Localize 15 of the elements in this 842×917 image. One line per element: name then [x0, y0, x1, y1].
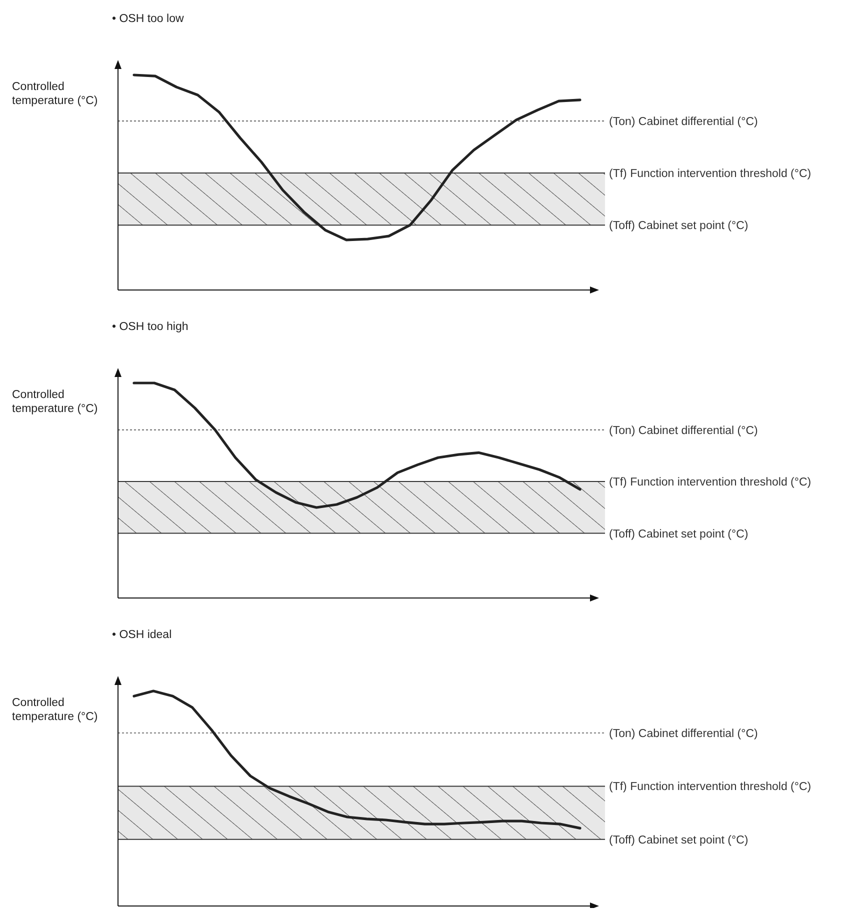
chart-title: • OSH ideal	[112, 629, 172, 641]
ref-line-label: (Toff) Cabinet set point (°C)	[609, 834, 748, 846]
y-axis-title: Controlled temperature (°C)	[12, 697, 98, 723]
ref-line-label: (Tf) Function intervention threshold (°C)	[609, 168, 812, 180]
y-axis-title: Controlled temperature (°C)	[12, 81, 98, 107]
ref-line-label: (Toff) Cabinet set point (°C)	[609, 528, 748, 540]
chart-title: • OSH too high	[112, 321, 188, 333]
chart-title: • OSH too low	[112, 13, 184, 25]
ref-line-label: (Tf) Function intervention threshold (°C)	[609, 781, 812, 794]
ref-line-label: (Toff) Cabinet set point (°C)	[609, 220, 748, 232]
ref-line-label: (Tf) Function intervention threshold (°C)	[609, 476, 812, 488]
y-axis-title: Controlled temperature (°C)	[12, 389, 98, 415]
ref-line-label: (Ton) Cabinet differential (°C)	[609, 728, 758, 740]
ref-line-label: (Ton) Cabinet differential (°C)	[609, 116, 758, 128]
ref-line-label: (Ton) Cabinet differential (°C)	[609, 424, 758, 437]
